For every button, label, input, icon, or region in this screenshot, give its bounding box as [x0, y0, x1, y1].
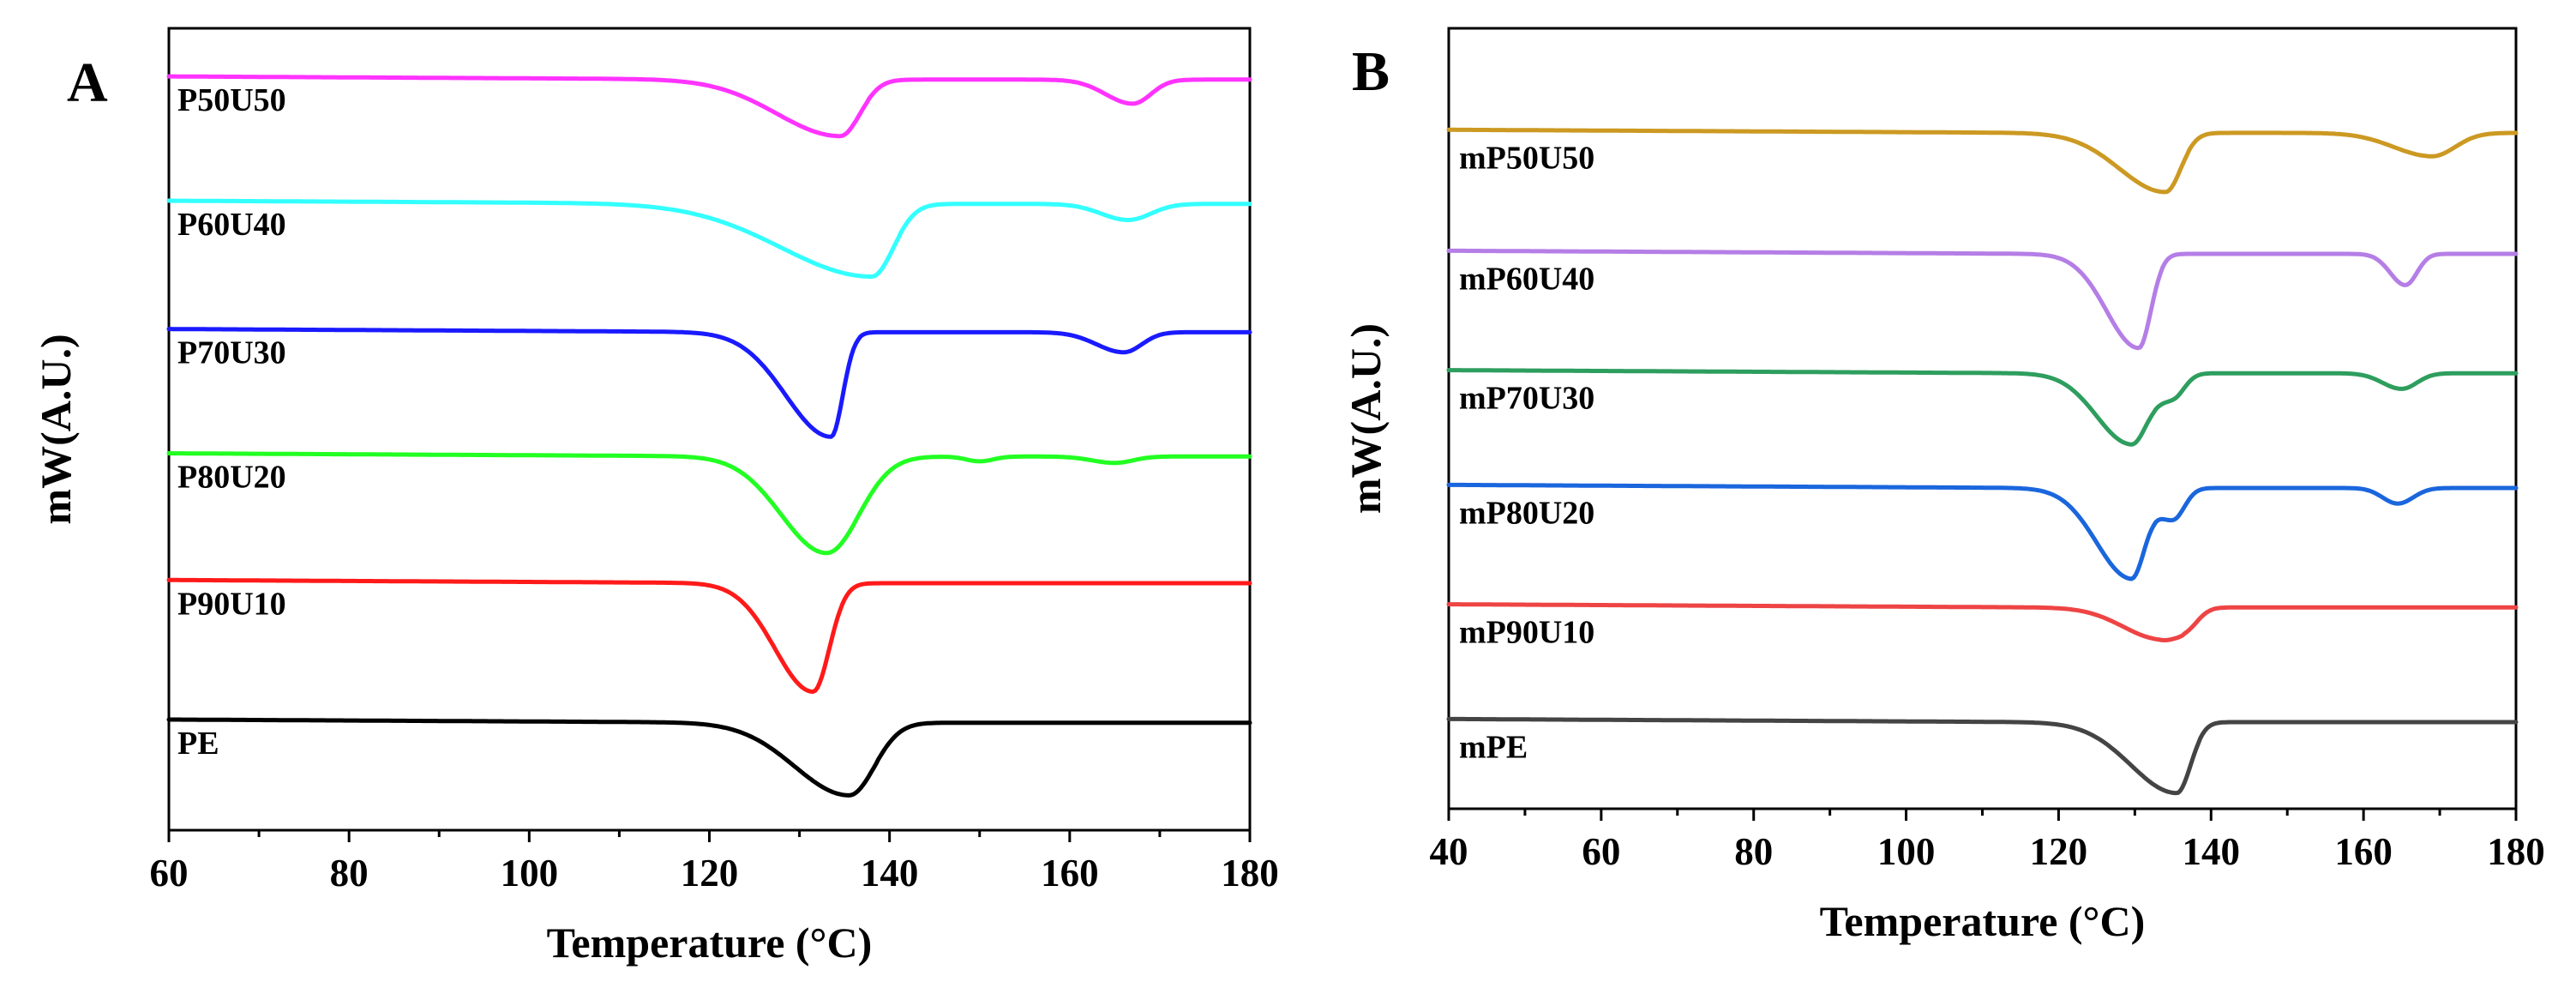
series-line-mp50u50: [1446, 127, 2519, 195]
x-axis-title: Temperature (°C): [1820, 897, 2146, 945]
plot-frame: [167, 27, 1252, 832]
x-tick-label: 140: [2183, 830, 2241, 873]
series-label-mp90u10: mP90U10: [1459, 615, 1594, 651]
series-line-p90u10: [166, 577, 1252, 694]
y-axis-title: mW(A.U.): [32, 334, 80, 524]
series-label-mp50u50: mP50U50: [1459, 140, 1594, 176]
series-line-mp60u40: [1446, 248, 2519, 351]
series-label-p70u30: P70U30: [177, 335, 286, 371]
x-tick-label: 140: [861, 852, 919, 895]
series-line-pe: [166, 717, 1252, 798]
series-line-p60u40: [166, 198, 1252, 280]
x-tick-label: 180: [1221, 852, 1279, 895]
series-label-mp70u30: mP70U30: [1459, 381, 1594, 417]
x-axis-title: Temperature (°C): [547, 919, 873, 967]
series-line-mp70u30: [1446, 368, 2519, 447]
series-label-p60u40: P60U40: [177, 207, 286, 243]
series-label-mp60u40: mP60U40: [1459, 261, 1594, 297]
x-tick-label: 60: [1582, 830, 1620, 873]
x-tick-label: 120: [2030, 830, 2088, 873]
series-label-p50u50: P50U50: [177, 82, 286, 118]
panel-a: A 60 80 100 120 140 160 180 Temperature (°C) mW(A…: [32, 27, 1279, 967]
x-tick-label: 120: [681, 852, 739, 895]
series-line-mpe: [1446, 716, 2519, 796]
series-label-pe: PE: [177, 726, 219, 762]
x-tick-label: 60: [150, 852, 189, 895]
series-label-mpe: mPE: [1459, 729, 1528, 765]
x-tick-label: 160: [2334, 830, 2393, 873]
panel-b: B 40 60 80 100 120 140 160 180 Temperature (°C) mW…: [1342, 27, 2545, 945]
y-axis-title: mW(A.U.): [1342, 323, 1390, 514]
panel-letter: A: [67, 51, 108, 114]
series-label-p90u10: P90U10: [177, 586, 286, 622]
x-tick-label: 180: [2487, 830, 2545, 873]
series-label-p80u20: P80U20: [177, 460, 286, 496]
series-line-p50u50: [166, 74, 1252, 139]
series-line-p70u30: [166, 327, 1252, 439]
panel-letter: B: [1352, 40, 1390, 103]
x-tick-label: 160: [1041, 852, 1099, 895]
x-tick-label: 100: [1877, 830, 1936, 873]
x-tick-label: 40: [1430, 830, 1468, 873]
series-label-mp80u20: mP80U20: [1459, 495, 1594, 531]
x-tick-label: 80: [1734, 830, 1773, 873]
series-line-mp90u10: [1446, 602, 2519, 642]
series-line-p80u20: [166, 451, 1252, 556]
x-tick-label: 80: [330, 852, 369, 895]
x-tick-label: 100: [501, 852, 559, 895]
series-line-mp80u20: [1446, 482, 2519, 581]
plot-frame: [1447, 27, 2518, 810]
